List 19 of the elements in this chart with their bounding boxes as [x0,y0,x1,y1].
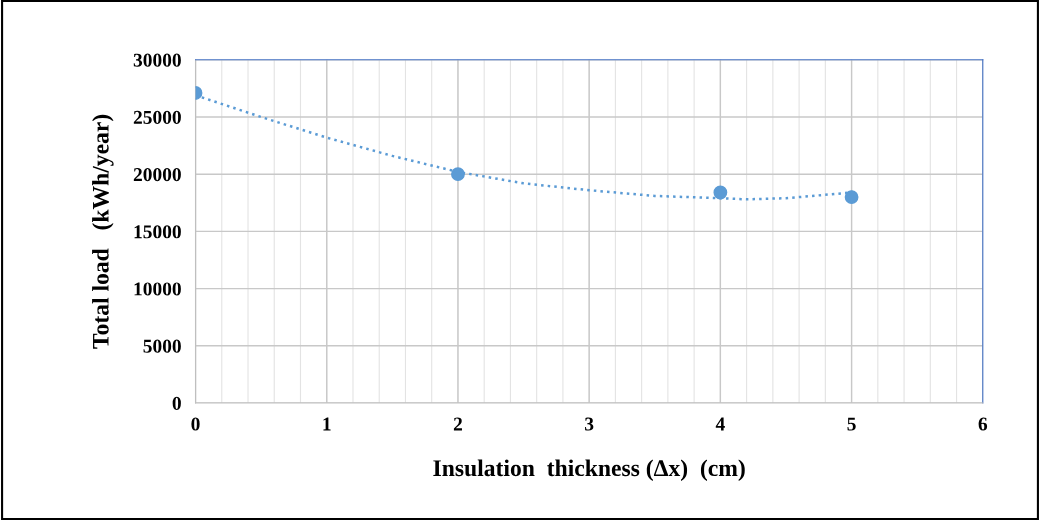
point [713,185,728,200]
x-tick-label: 3 [585,417,594,431]
y-tick-label: 0 [172,396,181,410]
x-axis-title: Insulation thickness (Δx) (cm) [433,459,745,481]
x-tick-label: 0 [191,417,200,431]
y-tick-label: 20000 [133,168,181,182]
x-tick-label: 6 [978,417,988,431]
x-tick-label: 5 [847,417,856,431]
point [844,190,859,204]
point [451,167,465,182]
y-axis-title: Total load (kWh/year) [92,114,114,349]
y-tick-label: 25000 [133,110,181,124]
y-tick-label: 5000 [143,339,181,353]
x-tick-label: 1 [323,417,331,431]
x-tick-label: 2 [453,417,462,431]
y-tick-label: 30000 [133,53,181,67]
y-tick-label: 15000 [134,225,181,239]
y-tick-label: 10000 [134,282,181,296]
x-tick-label: 4 [715,417,725,431]
